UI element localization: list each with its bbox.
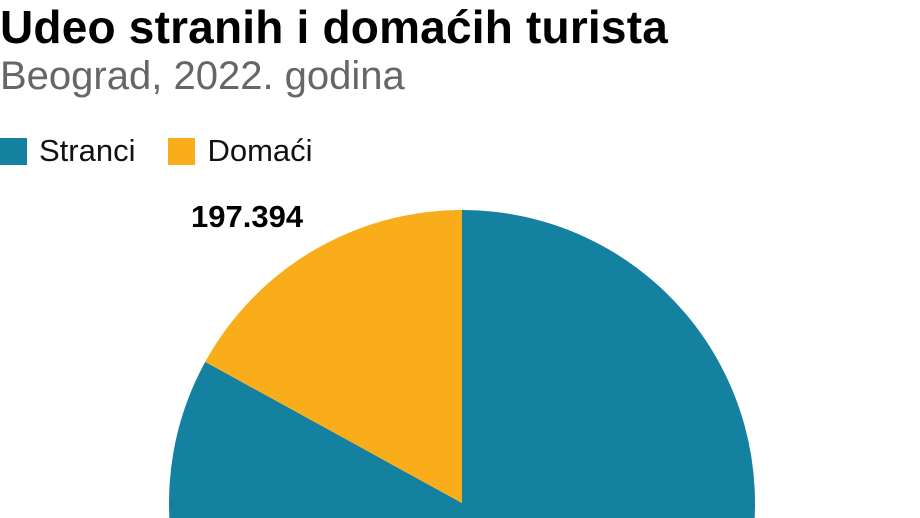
legend: Stranci Domaći [0,133,313,168]
pie-slice-stranci [169,210,755,518]
legend-swatch-stranci-icon [0,137,27,165]
legend-item-domaci: Domaći [168,133,313,168]
domaci-value-label: 197.394 [191,199,304,234]
legend-item-stranci: Stranci [0,133,136,168]
legend-label-stranci: Stranci [39,133,136,168]
chart-subtitle: Beograd, 2022. godina [0,54,405,98]
legend-label-domaci: Domaći [207,133,313,168]
chart-title: Udeo stranih i domaćih turista [0,1,668,53]
legend-swatch-domaci-icon [168,137,196,165]
pie-slice-doma-i [205,209,463,503]
